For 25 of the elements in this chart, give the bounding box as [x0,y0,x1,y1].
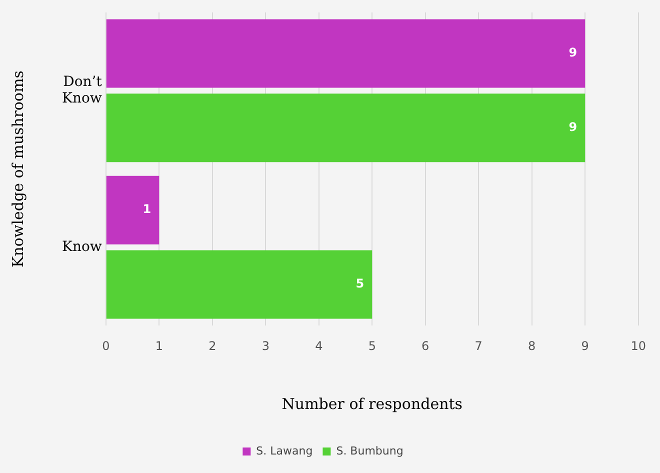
bar [106,176,160,244]
x-tick-label: 8 [528,338,536,353]
y-tick-label: Don’t Know [62,74,102,107]
bar [106,19,586,88]
bar [106,94,586,162]
x-tick-label: 0 [102,338,110,353]
bar [106,250,372,319]
x-tick-label: 1 [155,338,163,353]
data-label: 9 [568,120,578,134]
x-tick-label: 2 [208,338,216,353]
x-tick-label: 10 [630,338,646,353]
x-tick-label: 6 [422,338,430,353]
x-tick-label: 5 [368,338,376,353]
legend-label: S. Lawang [256,444,313,458]
x-tick-label: 3 [262,338,270,353]
legend-label: S. Bumbung [336,444,404,458]
data-label: 1 [142,202,152,216]
x-axis-title: Number of respondents [282,394,462,413]
x-tick-label: 7 [474,338,482,353]
x-tick-label: 9 [581,338,589,353]
data-label: 9 [568,46,578,60]
y-axis-title: Knowledge of mushrooms [8,70,27,268]
x-tick-label: 4 [315,338,323,353]
data-label: 5 [356,276,364,291]
y-tick-label: Know [62,238,102,255]
